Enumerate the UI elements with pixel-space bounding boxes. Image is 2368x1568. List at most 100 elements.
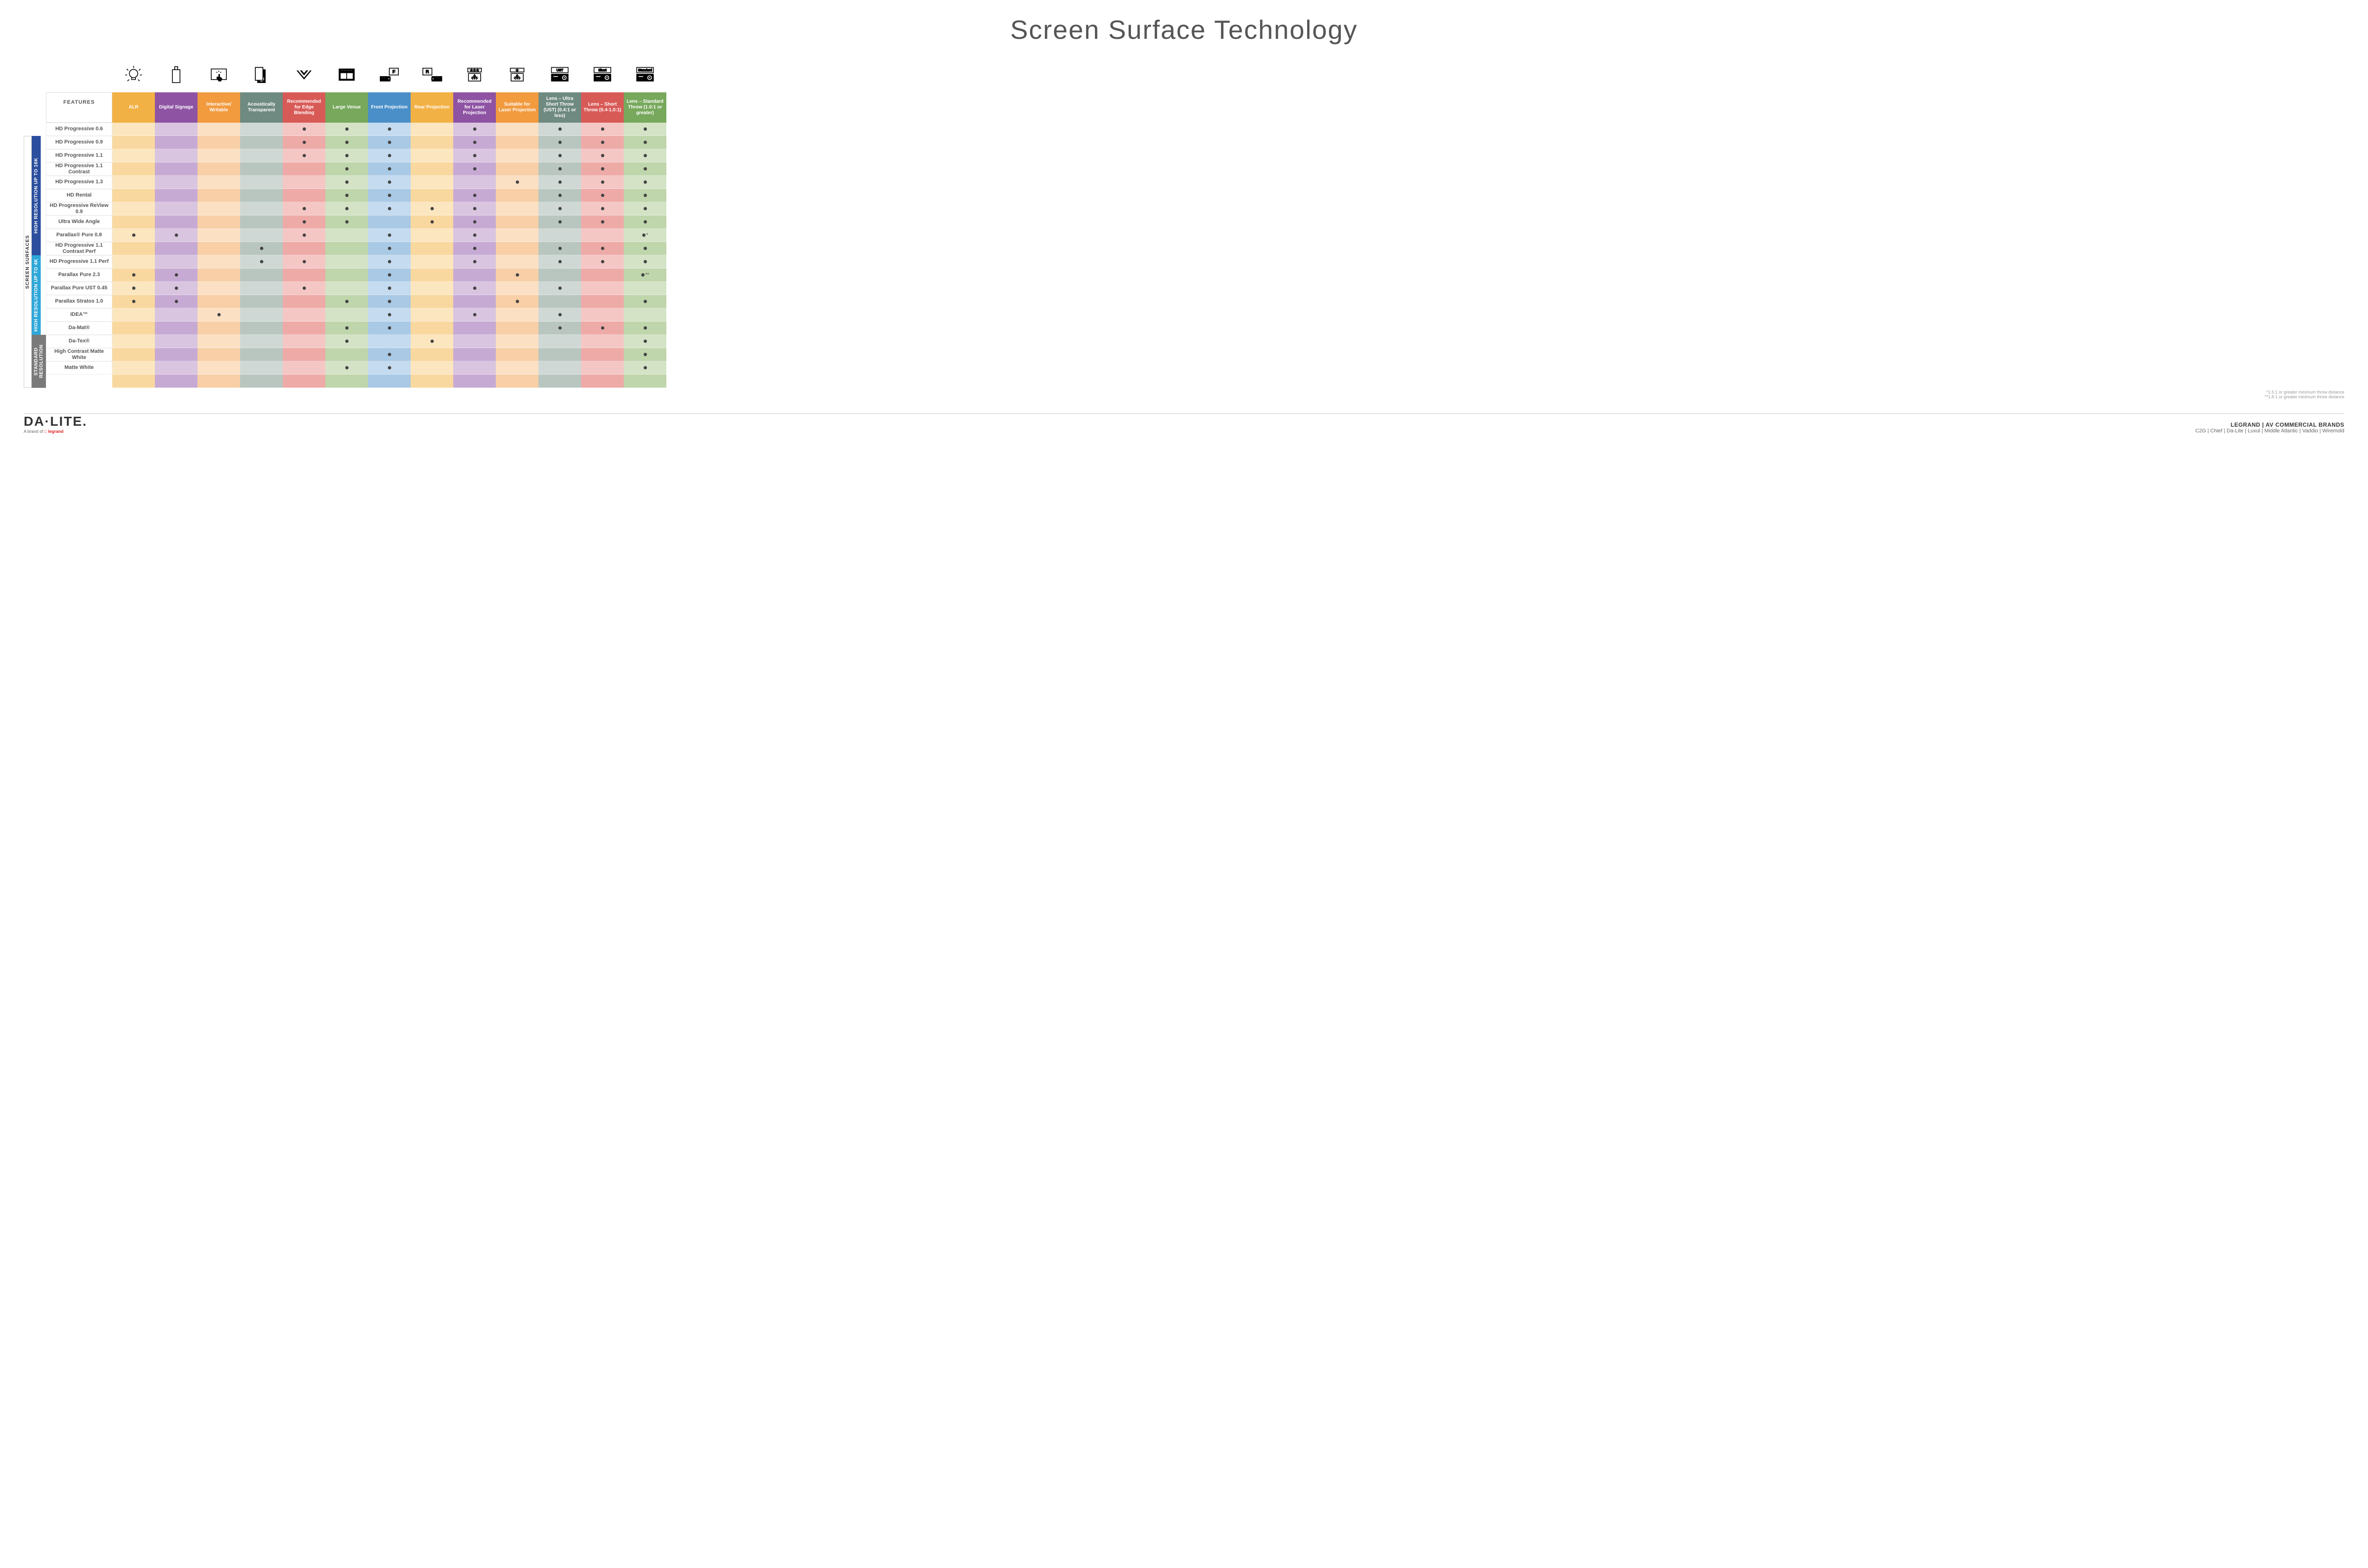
cell (624, 361, 666, 375)
cell (197, 136, 240, 149)
cell (112, 162, 155, 176)
cell (368, 255, 411, 269)
cell (240, 229, 283, 242)
svg-text:★★★: ★★★ (470, 68, 479, 72)
cell (112, 295, 155, 308)
speaker-icon (240, 59, 283, 92)
feature-dot (303, 233, 306, 237)
feature-dot (303, 287, 306, 290)
feature-dot (558, 141, 562, 144)
cell (112, 269, 155, 282)
cell (283, 308, 325, 322)
cell (411, 242, 453, 255)
row-label: HD Rental (46, 189, 112, 202)
cell (112, 189, 155, 202)
feature-dot (175, 287, 178, 290)
cell (325, 375, 368, 388)
cell (368, 295, 411, 308)
cell (581, 136, 624, 149)
feature-dot (473, 233, 476, 237)
cell (325, 308, 368, 322)
cell (581, 202, 624, 215)
svg-text:R: R (426, 69, 429, 74)
laser_suit-icon: ★ (496, 59, 538, 92)
cell (155, 295, 197, 308)
cell (453, 189, 496, 202)
column-header-writable: Interactive/ Writable (197, 92, 240, 123)
cell (624, 136, 666, 149)
cell (453, 149, 496, 162)
cell (581, 229, 624, 242)
feature-dot (303, 260, 306, 263)
feature-dot (303, 207, 306, 210)
cell (240, 189, 283, 202)
feature-dot (558, 247, 562, 250)
cell (624, 282, 666, 295)
feature-dot (345, 167, 349, 170)
cell (240, 295, 283, 308)
footnotes: *1.5:1 or greater minimum throw distance… (24, 390, 2344, 399)
feature-dot (644, 300, 647, 303)
feature-dot (431, 220, 434, 224)
cell (197, 189, 240, 202)
cell (581, 375, 624, 388)
cell (155, 255, 197, 269)
feature-dot (644, 194, 647, 197)
feature-dot (644, 141, 647, 144)
cell (197, 375, 240, 388)
cell (411, 189, 453, 202)
cell (112, 229, 155, 242)
feature-dot (558, 167, 562, 170)
cell (283, 123, 325, 136)
feature-dot (473, 127, 476, 131)
cell (581, 269, 624, 282)
cell (581, 335, 624, 348)
cell (411, 162, 453, 176)
feature-dot (132, 287, 135, 290)
cell (325, 162, 368, 176)
cell (624, 335, 666, 348)
column-header-std: Lens – Standard Throw (1.0:1 or greater) (624, 92, 666, 123)
feature-dot (388, 154, 391, 157)
footnote-line: *1.5:1 or greater minimum throw distance (24, 390, 2344, 394)
cell (197, 149, 240, 162)
cell (581, 255, 624, 269)
cell (624, 255, 666, 269)
cell (538, 335, 581, 348)
cell (283, 162, 325, 176)
cell (283, 295, 325, 308)
feature-dot (601, 326, 604, 330)
ust_proj-icon: UST (538, 59, 581, 92)
feature-dot (558, 207, 562, 210)
cell (283, 375, 325, 388)
cell (155, 136, 197, 149)
cell (453, 123, 496, 136)
cell (155, 348, 197, 361)
feature-dot (388, 167, 391, 170)
cell (112, 361, 155, 375)
feature-dot (175, 233, 178, 237)
cell (197, 176, 240, 189)
cell (240, 255, 283, 269)
cell (197, 255, 240, 269)
feature-dot (641, 273, 645, 277)
cell (368, 136, 411, 149)
feature-dot (601, 247, 604, 250)
cell (197, 335, 240, 348)
feature-dot (431, 340, 434, 343)
footer-brands-list: C2G | Chief | Da-Lite | Luxul | Middle A… (2195, 428, 2344, 434)
cell (453, 308, 496, 322)
cell (411, 269, 453, 282)
row-label: Parallax Pure 2.3 (46, 269, 112, 282)
cell (624, 176, 666, 189)
cell (325, 322, 368, 335)
cell (538, 269, 581, 282)
laser_rec-icon: ★★★ (453, 59, 496, 92)
cell (368, 189, 411, 202)
cell (411, 215, 453, 229)
cell (368, 162, 411, 176)
row-label: Da-Tex® (46, 335, 112, 348)
cell (325, 149, 368, 162)
cell (538, 215, 581, 229)
cell (581, 308, 624, 322)
